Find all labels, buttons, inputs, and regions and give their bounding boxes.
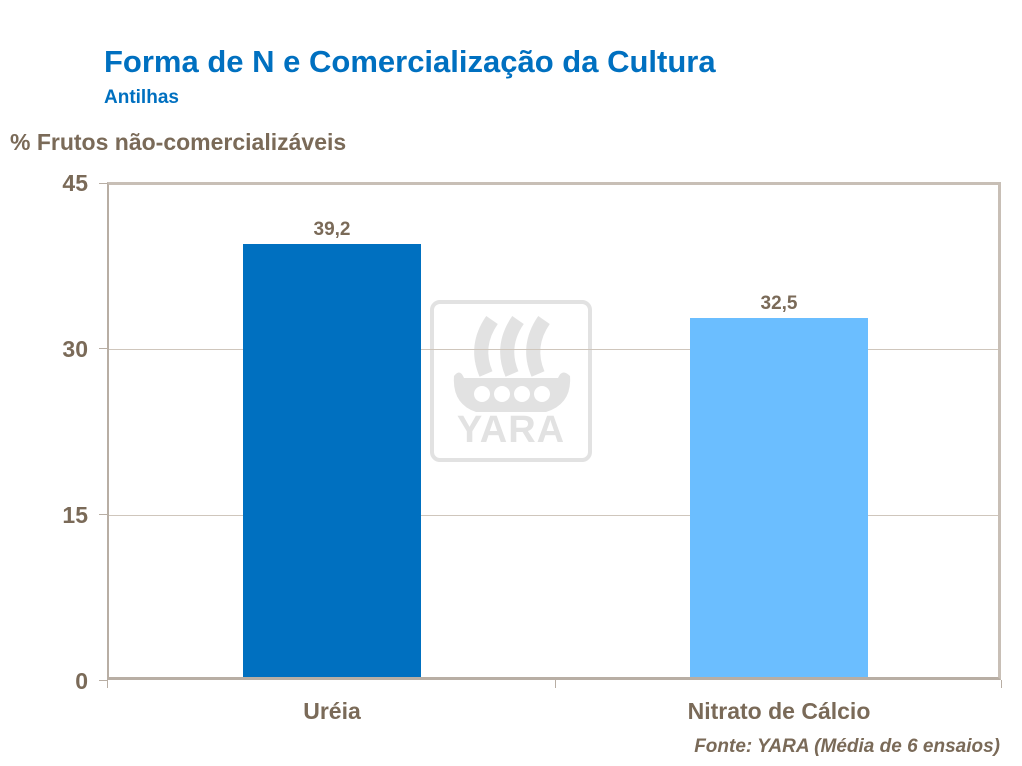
x-label-ureia: Uréia [303,698,361,724]
x-tick-mark [555,680,556,688]
gridline-15 [109,515,998,516]
viking-ship-logo-icon [453,316,571,412]
x-tick-mark [107,680,108,688]
y-tick-mark [99,183,107,184]
yara-watermark-logo: YARA [430,300,592,462]
y-tick-mark [99,680,107,681]
value-label-ureia: 39,2 [313,219,351,240]
watermark-text: YARA [456,409,566,451]
x-tick-mark [1001,680,1002,688]
y-tick-30: 30 [62,336,88,362]
y-tick-mark [99,514,107,515]
bar-nitrato-de-calcio [690,318,868,677]
x-label-nitrato: Nitrato de Cálcio [687,698,871,724]
y-tick-0: 0 [75,668,88,694]
bar-ureia [243,244,421,677]
chart-subtitle: Antilhas [104,87,179,108]
y-tick-mark [99,348,107,349]
chart-title: Forma de N e Comercialização da Cultura [104,44,716,79]
y-tick-45: 45 [62,170,88,196]
plot-area: 39,2 32,5 [107,182,1001,680]
y-tick-15: 15 [62,502,88,528]
value-label-nitrato: 32,5 [760,293,798,314]
y-axis-label: % Frutos não-comercializáveis [10,129,347,155]
source-note: Fonte: YARA (Média de 6 ensaios) [694,736,1000,757]
gridline-30 [109,349,998,350]
